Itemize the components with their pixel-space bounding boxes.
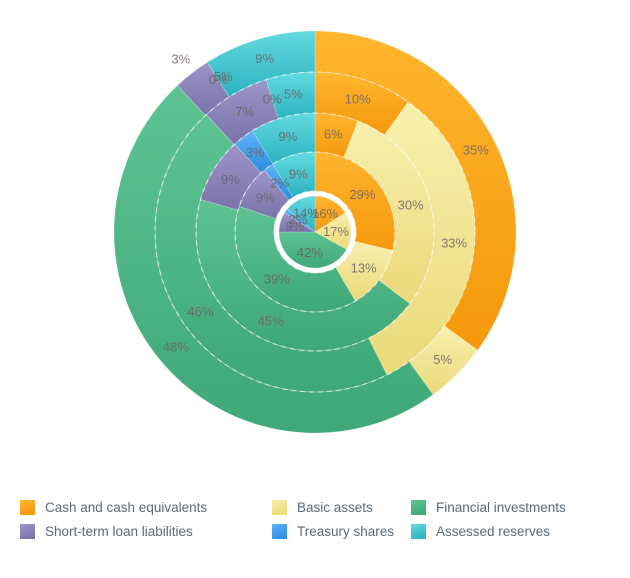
segment-ring-1-inner-basic-assets[interactable]: [314, 212, 352, 250]
legend-label-financial-investments: Financial investments: [436, 500, 566, 515]
segment-label: 45%: [258, 314, 284, 329]
segment-ring-1-inner-financial-investments[interactable]: [278, 231, 347, 269]
legend-swatch-assessed-reserves: [411, 524, 426, 539]
segment-label: 5%: [214, 69, 233, 84]
segment-ring-5-outer-financial-investments[interactable]: [113, 85, 434, 434]
legend-item-cash-and-cash-equivalents[interactable]: Cash and cash equivalents: [20, 500, 207, 515]
legend-swatch-treasury-shares: [272, 524, 287, 539]
segment-label: 10%: [345, 92, 371, 107]
segment-ring-5-outer-short-term-loan-liabilities[interactable]: [176, 61, 230, 116]
legend-column-3: Financial investments Assessed reserves: [411, 500, 566, 539]
legend-label-short-term-loan-liabilities: Short-term loan liabilities: [45, 524, 193, 539]
segment-label: 5%: [284, 87, 303, 102]
multilevel-donut-chart: 16%17%42%9%2%14%29%13%39%9%2%9%6%30%45%9…: [113, 30, 517, 434]
segment-label: 3%: [171, 51, 190, 66]
segment-label: 9%: [289, 166, 308, 181]
segment-label: 9%: [278, 129, 297, 144]
segment-label: 3%: [246, 145, 265, 160]
segment-label: 7%: [235, 104, 254, 119]
segment-label: 13%: [351, 261, 377, 276]
chart-legend: Cash and cash equivalents Short-term loa…: [0, 500, 630, 560]
segment-ring-1-inner-cash-and-cash-equivalents[interactable]: [314, 195, 346, 233]
segment-label: 33%: [441, 235, 467, 250]
segment-label: 48%: [163, 340, 189, 355]
legend-swatch-basic-assets: [272, 500, 287, 515]
segment-label: 14%: [293, 205, 319, 220]
legend-column-1: Cash and cash equivalents Short-term loa…: [20, 500, 207, 539]
segment-label: 2%: [270, 175, 289, 190]
segment-label: 16%: [312, 206, 338, 221]
segment-label: 9%: [256, 190, 275, 205]
segment-label: 39%: [264, 271, 290, 286]
legend-label-cash-and-cash-equivalents: Cash and cash equivalents: [45, 500, 208, 515]
legend-swatch-cash-and-cash-equivalents: [20, 500, 35, 515]
segment-label: 9%: [255, 51, 274, 66]
segment-label: 35%: [463, 143, 489, 158]
legend-item-treasury-shares[interactable]: Treasury shares: [272, 524, 394, 539]
legend-label-assessed-reserves: Assessed reserves: [436, 524, 551, 539]
legend-item-basic-assets[interactable]: Basic assets: [272, 500, 394, 515]
ring-separator: [234, 151, 396, 313]
legend-column-2: Basic assets Treasury shares: [272, 500, 394, 539]
segment-label: 30%: [398, 197, 424, 212]
legend-item-short-term-loan-liabilities[interactable]: Short-term loan liabilities: [20, 524, 207, 539]
segment-label: 5%: [433, 352, 452, 367]
segment-label: 6%: [324, 127, 343, 142]
segment-label: 0%: [263, 92, 282, 107]
legend-item-assessed-reserves[interactable]: Assessed reserves: [411, 524, 566, 539]
segment-label: 2%: [289, 212, 308, 227]
legend-label-treasury-shares: Treasury shares: [297, 524, 395, 539]
ring-separator: [273, 190, 357, 274]
legend-item-financial-investments[interactable]: Financial investments: [411, 500, 566, 515]
segment-label: 46%: [187, 304, 213, 319]
legend-swatch-financial-investments: [411, 500, 426, 515]
segment-label: 17%: [323, 224, 349, 239]
legend-label-basic-assets: Basic assets: [297, 500, 373, 515]
legend-swatch-short-term-loan-liabilities: [20, 524, 35, 539]
ring-separator: [195, 112, 435, 352]
segment-label: 9%: [221, 172, 240, 187]
ring-separator: [154, 71, 476, 393]
segment-ring-1-inner-assessed-reserves[interactable]: [286, 195, 316, 233]
segment-label: 29%: [349, 187, 375, 202]
segment-label: 0%: [209, 72, 228, 87]
segment-label: 9%: [285, 219, 304, 234]
segment-label: 42%: [297, 245, 323, 260]
